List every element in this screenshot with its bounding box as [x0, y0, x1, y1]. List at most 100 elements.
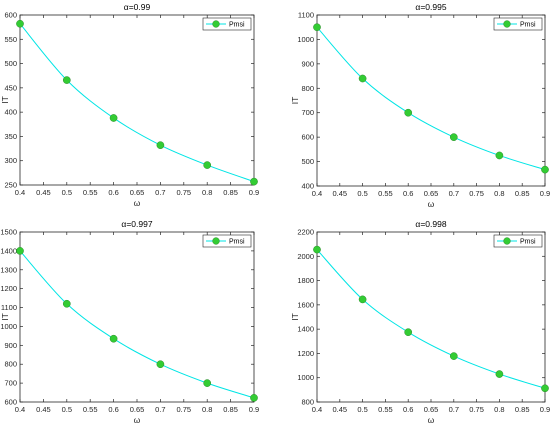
x-tick-label: 0.85	[223, 188, 238, 197]
x-tick-label: 0.6	[403, 189, 413, 198]
x-tick-label: 0.65	[130, 405, 145, 414]
y-tick-label: 800	[301, 84, 314, 93]
y-tick-label: 1600	[297, 300, 314, 309]
y-axis-label: IT	[290, 97, 300, 105]
x-tick-label: 0.7	[449, 189, 459, 198]
y-axis-label: IT	[0, 313, 10, 321]
data-point	[250, 177, 258, 186]
legend-label: Pmsi	[229, 239, 245, 246]
data-point	[250, 393, 258, 402]
chart-title: α=0.995	[415, 2, 446, 12]
y-tick-label: 1000	[297, 35, 314, 44]
x-tick-label: 0.8	[494, 189, 504, 198]
y-tick-label: 1100	[298, 11, 314, 20]
y-tick-label: 250	[4, 181, 17, 190]
x-tick-label: 0.85	[515, 189, 530, 198]
x-tick-label: 0.4	[312, 189, 322, 198]
data-point	[404, 328, 413, 337]
x-tick-label: 0.8	[202, 405, 212, 414]
data-point	[62, 76, 71, 84]
x-tick-label: 0.75	[176, 188, 191, 197]
y-tick-label: 900	[4, 341, 17, 350]
chart-title: α=0.99	[124, 2, 151, 12]
legend-marker-icon	[503, 237, 511, 245]
x-tick-label: 0.7	[155, 188, 165, 197]
x-tick-label: 0.85	[223, 405, 238, 414]
y-tick-label: 900	[301, 59, 314, 68]
y-tick-label: 600	[4, 398, 17, 407]
y-tick-label: 1200	[0, 284, 17, 293]
data-point	[203, 379, 212, 387]
legend-marker-icon	[503, 20, 511, 28]
data-point	[62, 299, 71, 308]
y-tick-label: 1100	[1, 303, 17, 312]
x-tick-label: 0.6	[108, 188, 118, 197]
axes-box	[19, 231, 255, 403]
y-tick-label: 450	[4, 83, 17, 92]
y-tick-label: 600	[301, 133, 314, 142]
y-tick-label: 1400	[0, 246, 17, 255]
x-tick-label: 0.9	[540, 189, 550, 198]
y-tick-label: 500	[4, 59, 17, 68]
axes-box	[19, 14, 255, 186]
x-tick-label: 0.55	[83, 188, 98, 197]
y-tick-label: 1400	[297, 325, 314, 334]
x-tick-label: 0.5	[62, 188, 72, 197]
x-tick-label: 0.55	[83, 405, 98, 414]
x-tick-label: 0.75	[176, 405, 191, 414]
x-tick-label: 0.5	[62, 405, 72, 414]
y-axis-label: IT	[0, 96, 10, 104]
x-tick-label: 0.75	[469, 405, 484, 414]
data-point	[109, 334, 118, 343]
data-point	[449, 133, 458, 141]
legend: Pmsi	[493, 17, 543, 31]
legend-label: Pmsi	[229, 22, 245, 29]
x-tick-label: 0.4	[312, 405, 322, 414]
x-tick-label: 0.8	[494, 405, 504, 414]
y-tick-label: 600	[4, 11, 17, 20]
y-tick-label: 400	[301, 182, 314, 191]
subplot-1: 0.4 0.45 0.5 0.55 0.6 0.65 0.7 0.75 0.8 0.85 0.9 25…	[0, 2, 259, 208]
y-tick-label: 2000	[297, 252, 314, 261]
y-tick-label: 500	[301, 157, 314, 166]
data-point	[358, 74, 367, 83]
subplot-3: 0.4 0.45 0.5 0.55 0.6 0.65 0.7 0.75 0.8 0.85 0.9 60…	[0, 219, 259, 425]
data-point	[495, 370, 504, 378]
data-point	[404, 108, 413, 117]
y-tick-label: 1300	[0, 265, 17, 274]
data-point	[358, 295, 367, 304]
x-tick-label: 0.65	[424, 189, 439, 198]
x-tick-label: 0.6	[108, 405, 118, 414]
x-tick-label: 0.4	[15, 405, 25, 414]
x-axis-label: ω	[134, 198, 141, 208]
x-axis-label: ω	[428, 199, 435, 209]
x-tick-label: 0.55	[378, 189, 393, 198]
data-point	[313, 23, 321, 32]
chart-title: α=0.997	[121, 219, 152, 229]
data-point	[203, 161, 212, 169]
y-tick-label: 700	[4, 379, 17, 388]
x-tick-label: 0.9	[249, 405, 259, 414]
data-point	[541, 384, 549, 393]
x-axis-label: ω	[428, 415, 435, 425]
legend: Pmsi	[493, 234, 543, 248]
axes-box	[316, 14, 546, 187]
legend: Pmsi	[202, 17, 252, 31]
x-tick-label: 0.8	[202, 188, 212, 197]
data-point	[313, 245, 321, 254]
x-tick-label: 0.45	[36, 405, 51, 414]
y-tick-label: 1800	[297, 276, 314, 285]
legend: Pmsi	[202, 234, 252, 248]
x-tick-label: 0.65	[130, 188, 145, 197]
x-tick-label: 0.7	[449, 405, 459, 414]
legend-label: Pmsi	[520, 22, 536, 29]
data-point	[16, 247, 24, 255]
y-tick-label: 550	[4, 35, 17, 44]
y-tick-label: 350	[4, 132, 17, 141]
x-tick-label: 0.6	[403, 405, 413, 414]
x-tick-label: 0.85	[515, 405, 530, 414]
x-tick-label: 0.75	[469, 189, 484, 198]
axes-box	[316, 231, 546, 403]
x-tick-label: 0.5	[357, 405, 367, 414]
